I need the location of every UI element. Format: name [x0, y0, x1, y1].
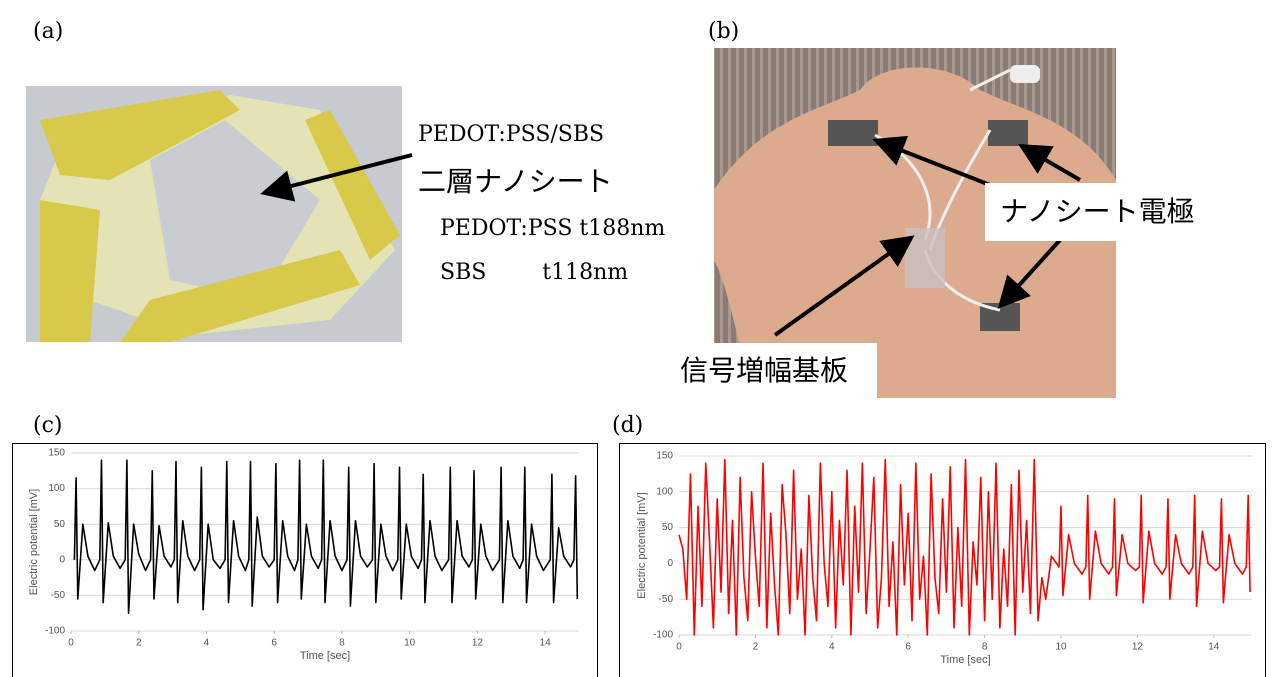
photo-nanosheet — [26, 86, 402, 342]
x-tick-label: 8 — [339, 638, 345, 649]
x-tick-label: 4 — [204, 638, 210, 649]
x-tick-label: 4 — [829, 642, 835, 653]
y-tick-label: -100 — [653, 630, 673, 641]
figure: (a) (b) (c) (d) PEDOT:PSS/SBS 二層ナノシート PE… — [0, 0, 1281, 677]
y-tick-label: -50 — [51, 590, 66, 601]
y-tick-label: 50 — [662, 522, 674, 533]
x-tick-label: 10 — [404, 638, 416, 649]
y-tick-label: -100 — [45, 626, 65, 637]
annotation: PEDOT:PSS t188nm — [440, 216, 665, 241]
x-tick-label: 8 — [982, 642, 988, 653]
annotation: 信号増幅基板 — [680, 354, 848, 387]
y-tick-label: 150 — [48, 448, 65, 459]
y-tick-label: 100 — [48, 483, 65, 494]
x-tick-label: 14 — [540, 638, 552, 649]
panel-label: (c) — [33, 413, 63, 438]
y-axis-label: Electric potential [mV] — [636, 492, 648, 598]
y-tick-label: 150 — [656, 451, 673, 462]
x-tick-label: 10 — [1055, 642, 1067, 653]
x-tick-label: 14 — [1208, 642, 1220, 653]
annotation: 二層ナノシート — [418, 165, 613, 198]
x-tick-label: 12 — [1132, 642, 1144, 653]
x-axis-label: Time [sec] — [300, 650, 350, 662]
annotation: SBS t118nm — [440, 260, 628, 285]
x-tick-label: 2 — [136, 638, 142, 649]
y-tick-label: 50 — [54, 519, 66, 530]
y-tick-label: 0 — [667, 558, 673, 569]
x-tick-label: 6 — [905, 642, 911, 653]
y-axis-label: Electric potential [mV] — [28, 489, 40, 595]
x-tick-label: 12 — [472, 638, 484, 649]
y-tick-label: 0 — [59, 554, 65, 565]
annotation: ナノシート電極 — [1000, 195, 1195, 228]
x-tick-label: 0 — [676, 642, 682, 653]
x-axis-label: Time [sec] — [940, 654, 990, 666]
x-tick-label: 6 — [271, 638, 277, 649]
panel-label: (b) — [708, 19, 739, 44]
panel-label: (d) — [612, 413, 643, 438]
y-tick-label: 100 — [656, 486, 673, 497]
annotation: PEDOT:PSS/SBS — [418, 122, 604, 147]
x-tick-label: 2 — [753, 642, 759, 653]
x-tick-label: 0 — [68, 638, 74, 649]
panel-label: (a) — [33, 19, 63, 44]
y-tick-label: -50 — [659, 594, 674, 605]
